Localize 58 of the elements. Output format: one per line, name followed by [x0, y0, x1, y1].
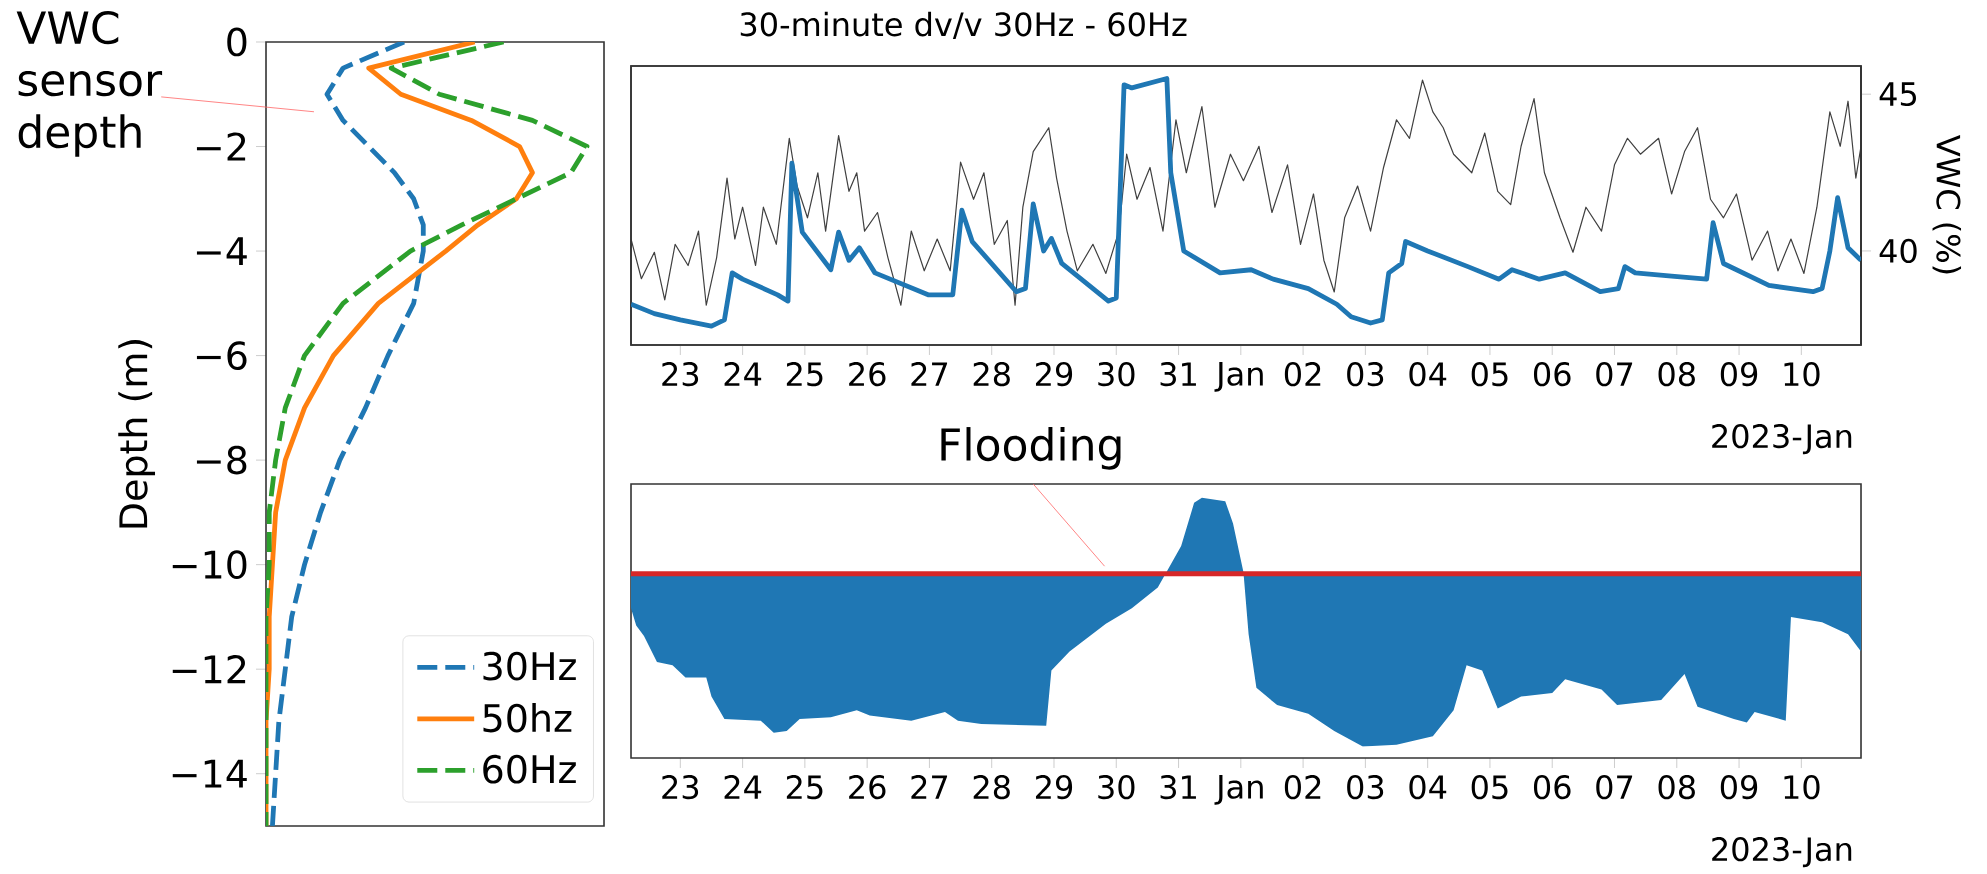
- x-tick-label: 08: [1658, 775, 1695, 800]
- y-tick-label: −2: [196, 132, 246, 161]
- x-tick-label: 10: [1784, 775, 1820, 800]
- x-tick-label: Jan: [1214, 362, 1263, 392]
- x-axis-title: 2023-Jan: [1712, 837, 1852, 868]
- text: Flooding: [941, 427, 1121, 470]
- y-tick-label: −6: [196, 341, 247, 371]
- legend-label: 30Hz: [483, 651, 576, 681]
- x-tick-label: 26: [849, 775, 886, 800]
- legend-label: 60Hz: [483, 754, 576, 784]
- x-tick-label: 03: [1347, 362, 1384, 387]
- x-tick-label: 25: [786, 362, 823, 387]
- y-tick-label: −8: [196, 445, 247, 475]
- x-axis-title: 2023-Jan: [1712, 424, 1852, 455]
- x-tick-label: 31: [1160, 362, 1196, 387]
- x-tick-label: 23: [662, 775, 699, 800]
- x-tick-label: 04: [1409, 775, 1447, 800]
- x-tick-label: 24: [724, 362, 762, 386]
- y-tick-label: 0: [227, 27, 247, 57]
- x-tick-label: 07: [1596, 775, 1633, 800]
- x-tick-label: 30: [1098, 362, 1135, 387]
- x-tick-label: 29: [1035, 362, 1073, 387]
- x-tick-label: 08: [1658, 362, 1695, 387]
- y-tick-label: −10: [172, 550, 247, 580]
- x-tick-label: Jan: [1214, 775, 1263, 805]
- x-tick-label: 27: [911, 362, 948, 386]
- y2-tick-label: 45: [1879, 82, 1916, 107]
- x-tick-label: 28: [973, 775, 1010, 800]
- chart-title: 30-minute dv/v 30Hz - 60Hz: [740, 11, 1187, 39]
- y-axis-title: Depth (m): [118, 340, 156, 528]
- x-tick-label: 02: [1284, 362, 1321, 387]
- y-tick-label: −12: [172, 655, 246, 684]
- x-tick-label: 30: [1098, 775, 1135, 800]
- x-tick-label: 03: [1347, 775, 1384, 800]
- x-tick-label: 06: [1533, 775, 1571, 800]
- x-tick-label: 26: [849, 362, 886, 387]
- x-tick-label: 07: [1596, 362, 1633, 387]
- y-tick-label: −4: [196, 237, 247, 265]
- legend-label: 50hz: [483, 703, 572, 733]
- y2-axis-title: VWC (%): [1932, 135, 1962, 274]
- x-tick-label: 02: [1284, 775, 1321, 800]
- x-tick-label: 04: [1409, 362, 1447, 387]
- x-tick-label: 10: [1784, 362, 1820, 387]
- x-tick-label: 05: [1471, 775, 1508, 800]
- text: VWC sensor depth: [16, 11, 163, 157]
- x-tick-label: 25: [786, 775, 823, 800]
- x-tick-label: 29: [1035, 775, 1073, 800]
- x-tick-label: 06: [1533, 362, 1571, 387]
- x-tick-label: 24: [724, 775, 762, 799]
- x-tick-label: 09: [1720, 775, 1758, 800]
- x-tick-label: 23: [662, 362, 699, 387]
- x-tick-label: 05: [1471, 362, 1508, 387]
- x-tick-label: 09: [1720, 362, 1758, 387]
- x-tick-label: 31: [1160, 775, 1196, 800]
- y2-tick-label: 40: [1879, 238, 1917, 264]
- x-tick-label: 28: [973, 362, 1010, 387]
- x-tick-label: 27: [911, 775, 948, 799]
- y-tick-label: −14: [172, 759, 247, 788]
